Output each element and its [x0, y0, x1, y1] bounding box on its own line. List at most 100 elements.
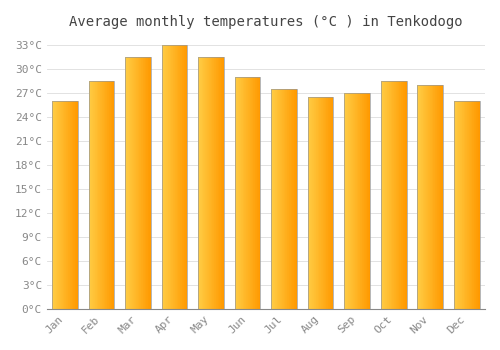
- Bar: [89, 81, 114, 309]
- Bar: [477, 101, 478, 309]
- Bar: [246, 77, 247, 309]
- Bar: [382, 81, 383, 309]
- Bar: [238, 77, 240, 309]
- Bar: [472, 101, 473, 309]
- Bar: [97, 81, 98, 309]
- Bar: [135, 57, 136, 309]
- Bar: [58, 101, 59, 309]
- Bar: [313, 97, 314, 309]
- Bar: [383, 81, 384, 309]
- Bar: [179, 45, 180, 309]
- Bar: [69, 101, 70, 309]
- Bar: [312, 97, 313, 309]
- Bar: [53, 101, 54, 309]
- Bar: [333, 97, 334, 309]
- Bar: [277, 89, 278, 309]
- Bar: [211, 57, 212, 309]
- Bar: [317, 97, 318, 309]
- Bar: [476, 101, 477, 309]
- Bar: [217, 57, 218, 309]
- Bar: [272, 89, 297, 309]
- Bar: [213, 57, 214, 309]
- Bar: [138, 57, 139, 309]
- Bar: [325, 97, 326, 309]
- Bar: [202, 57, 203, 309]
- Bar: [150, 57, 151, 309]
- Bar: [479, 101, 480, 309]
- Bar: [454, 101, 455, 309]
- Bar: [108, 81, 110, 309]
- Bar: [183, 45, 184, 309]
- Bar: [434, 85, 436, 309]
- Bar: [185, 45, 186, 309]
- Bar: [92, 81, 94, 309]
- Bar: [219, 57, 220, 309]
- Bar: [429, 85, 430, 309]
- Bar: [292, 89, 293, 309]
- Bar: [52, 101, 53, 309]
- Bar: [272, 89, 274, 309]
- Bar: [163, 45, 164, 309]
- Bar: [454, 101, 479, 309]
- Bar: [105, 81, 106, 309]
- Bar: [112, 81, 113, 309]
- Bar: [392, 81, 393, 309]
- Bar: [463, 101, 464, 309]
- Title: Average monthly temperatures (°C ) in Tenkodogo: Average monthly temperatures (°C ) in Te…: [69, 15, 462, 29]
- Bar: [198, 57, 199, 309]
- Bar: [367, 93, 368, 309]
- Bar: [280, 89, 281, 309]
- Bar: [56, 101, 57, 309]
- Bar: [236, 77, 237, 309]
- Bar: [399, 81, 400, 309]
- Bar: [327, 97, 328, 309]
- Bar: [278, 89, 279, 309]
- Bar: [365, 93, 366, 309]
- Bar: [473, 101, 474, 309]
- Bar: [314, 97, 315, 309]
- Bar: [465, 101, 466, 309]
- Bar: [296, 89, 297, 309]
- Bar: [171, 45, 172, 309]
- Bar: [468, 101, 469, 309]
- Bar: [64, 101, 65, 309]
- Bar: [103, 81, 104, 309]
- Bar: [102, 81, 103, 309]
- Bar: [311, 97, 312, 309]
- Bar: [386, 81, 388, 309]
- Bar: [396, 81, 397, 309]
- Bar: [222, 57, 224, 309]
- Bar: [354, 93, 356, 309]
- Bar: [390, 81, 391, 309]
- Bar: [432, 85, 433, 309]
- Bar: [136, 57, 137, 309]
- Bar: [320, 97, 322, 309]
- Bar: [397, 81, 398, 309]
- Bar: [214, 57, 215, 309]
- Bar: [242, 77, 243, 309]
- Bar: [146, 57, 147, 309]
- Bar: [218, 57, 219, 309]
- Bar: [436, 85, 438, 309]
- Bar: [248, 77, 249, 309]
- Bar: [216, 57, 217, 309]
- Bar: [431, 85, 432, 309]
- Bar: [366, 93, 367, 309]
- Bar: [63, 101, 64, 309]
- Bar: [240, 77, 242, 309]
- Bar: [237, 77, 238, 309]
- Bar: [201, 57, 202, 309]
- Bar: [251, 77, 252, 309]
- Bar: [208, 57, 209, 309]
- Bar: [420, 85, 422, 309]
- Bar: [346, 93, 347, 309]
- Bar: [65, 101, 66, 309]
- Bar: [129, 57, 130, 309]
- Bar: [288, 89, 290, 309]
- Bar: [70, 101, 71, 309]
- Bar: [474, 101, 475, 309]
- Bar: [318, 97, 319, 309]
- Bar: [384, 81, 385, 309]
- Bar: [470, 101, 471, 309]
- Bar: [438, 85, 439, 309]
